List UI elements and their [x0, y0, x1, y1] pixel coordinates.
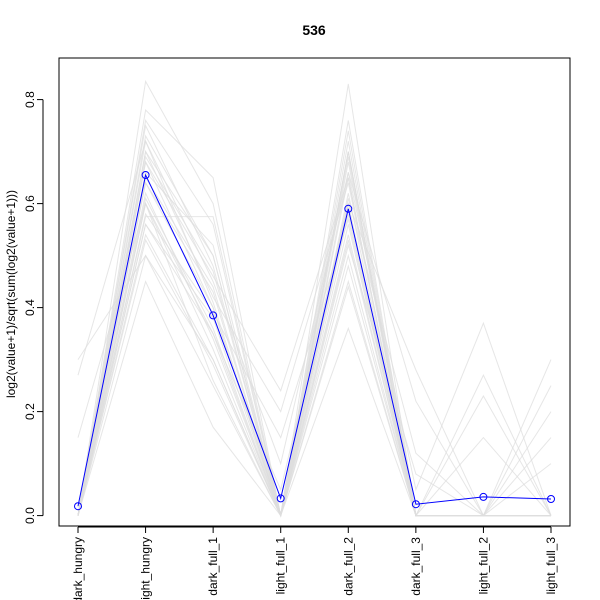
x-tick-label: dark_full_3: [409, 537, 423, 596]
highlight-point: [479, 492, 488, 501]
x-tick-label: light_full_2: [476, 537, 490, 595]
highlight-series-group: [74, 171, 555, 511]
background-series-line: [77, 223, 552, 518]
x-tick-label: dark_full_1: [206, 537, 220, 596]
background-series-group: [77, 79, 552, 518]
chart-title: 536: [302, 22, 326, 38]
highlight-point: [141, 171, 150, 179]
x-axis: dark_hungry light_hungry dark_full_1 light_…: [71, 526, 558, 600]
highlight-point: [276, 494, 285, 503]
highlight-point: [209, 311, 218, 320]
plot-frame: [58, 57, 571, 527]
background-series-line: [77, 181, 551, 517]
y-tick-label: 0.6: [23, 195, 37, 212]
background-series-line: [77, 139, 552, 516]
background-series-line: [77, 108, 551, 517]
highlight-point: [344, 204, 353, 213]
x-tick-label: dark_full_2: [341, 537, 355, 596]
x-tick-label: dark_hungry: [71, 537, 85, 600]
x-tick-label: light_hungry: [139, 537, 153, 600]
background-series-line: [77, 155, 551, 517]
y-tick-label: 0.0: [23, 507, 37, 524]
background-series-line: [77, 223, 551, 518]
background-series-line: [77, 119, 552, 517]
y-axis: 0.0 0.2 0.4 0.6 0.8: [23, 91, 44, 524]
y-tick-label: 0.8: [23, 91, 37, 108]
highlight-point: [74, 502, 82, 511]
highlight-series-line: [77, 173, 552, 507]
background-series-line: [77, 181, 551, 518]
highlight-point: [547, 495, 555, 503]
background-series-line: [77, 191, 551, 518]
x-tick-label: light_full_1: [274, 537, 288, 595]
x-tick-label: light_full_3: [544, 537, 558, 595]
y-tick-label: 0.2: [23, 403, 37, 420]
y-tick-label: 0.4: [23, 299, 37, 316]
y-axis-label: log2(value+1)/sqrt(sum(log2(value+1))): [4, 190, 18, 398]
highlight-point: [411, 500, 420, 509]
